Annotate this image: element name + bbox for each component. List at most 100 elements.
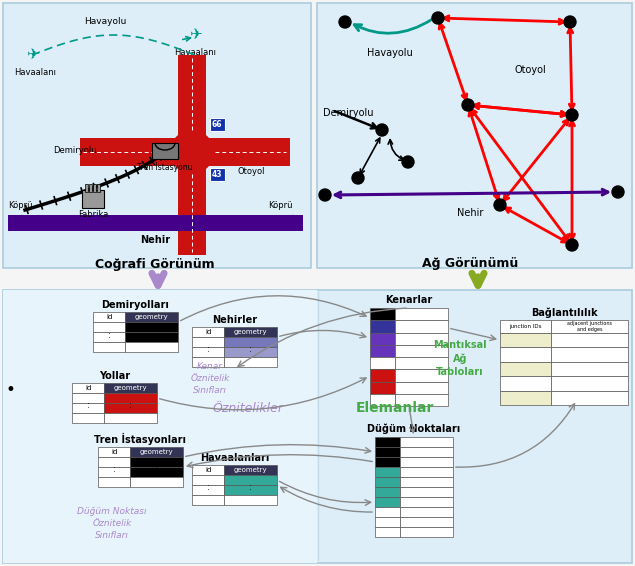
Text: Ağ Görünümü: Ağ Görünümü — [422, 257, 518, 270]
Bar — [395, 369, 448, 381]
Bar — [375, 507, 400, 517]
Bar — [224, 347, 277, 357]
Text: 66: 66 — [211, 120, 222, 129]
Bar — [192, 357, 224, 367]
Text: :: : — [130, 401, 132, 410]
Circle shape — [566, 109, 578, 121]
Bar — [551, 320, 628, 333]
Bar — [224, 495, 277, 505]
Text: id: id — [205, 329, 211, 335]
Circle shape — [564, 16, 576, 28]
Text: geometry: geometry — [234, 329, 267, 335]
Text: :: : — [150, 331, 153, 340]
Bar — [192, 495, 224, 505]
Bar — [104, 393, 157, 403]
Text: Havaalanı: Havaalanı — [14, 68, 56, 77]
Bar — [93, 322, 125, 332]
Text: Havayolu: Havayolu — [84, 18, 126, 27]
Bar — [178, 55, 206, 255]
Bar — [224, 337, 277, 347]
Text: Köprü: Köprü — [268, 201, 293, 210]
Bar — [210, 118, 225, 131]
Bar — [551, 348, 628, 362]
Text: Nehir: Nehir — [140, 235, 170, 245]
Bar — [192, 465, 224, 475]
Bar — [500, 320, 551, 333]
Bar — [317, 3, 632, 268]
Bar — [104, 403, 157, 413]
Bar — [370, 332, 395, 345]
Bar — [400, 437, 453, 447]
Bar — [82, 190, 104, 208]
Text: id: id — [205, 467, 211, 473]
Text: :: : — [207, 345, 210, 354]
Circle shape — [319, 189, 331, 201]
Text: Nehir: Nehir — [457, 208, 483, 218]
Bar — [80, 138, 290, 166]
Bar — [89, 184, 92, 192]
Bar — [192, 347, 224, 357]
Bar — [395, 381, 448, 394]
Text: Otoyol: Otoyol — [514, 65, 546, 75]
Circle shape — [339, 16, 351, 28]
Bar — [400, 447, 453, 457]
Bar — [104, 413, 157, 423]
Text: adjacent junctions
and edges: adjacent junctions and edges — [567, 321, 612, 332]
Bar — [500, 348, 551, 362]
Bar — [400, 527, 453, 537]
Bar — [375, 467, 400, 477]
Bar — [192, 337, 224, 347]
Bar — [224, 465, 277, 475]
Text: Otoyol: Otoyol — [238, 168, 265, 177]
Text: Coğrafi Görünüm: Coğrafi Görünüm — [95, 258, 215, 271]
Bar — [551, 362, 628, 376]
Text: Düğüm Noktası
Öznitelik
Sınıfları: Düğüm Noktası Öznitelik Sınıfları — [77, 507, 147, 539]
Bar — [375, 487, 400, 497]
Bar — [130, 457, 183, 467]
Text: Nehirler: Nehirler — [212, 315, 257, 325]
Bar — [375, 477, 400, 487]
Text: ✈: ✈ — [25, 48, 38, 62]
Bar — [72, 413, 104, 423]
Text: :: : — [87, 401, 90, 410]
Bar — [152, 143, 178, 159]
Bar — [97, 184, 100, 192]
Text: 43: 43 — [211, 170, 222, 179]
Text: Demiryolları: Demiryolları — [102, 300, 170, 310]
Circle shape — [402, 156, 414, 168]
Text: :: : — [156, 465, 158, 474]
Text: junction IDs: junction IDs — [509, 324, 542, 329]
Bar — [93, 332, 125, 342]
Text: Tren İstasyonları: Tren İstasyonları — [95, 433, 187, 445]
Bar — [125, 312, 178, 322]
Bar — [395, 308, 448, 320]
Bar — [400, 487, 453, 497]
Bar — [8, 215, 303, 231]
Circle shape — [462, 99, 474, 111]
Text: Fabrika: Fabrika — [78, 210, 108, 219]
Text: :: : — [207, 483, 210, 492]
Text: Öznitelikler: Öznitelikler — [213, 401, 283, 414]
Bar — [395, 345, 448, 357]
Bar — [500, 333, 551, 348]
Bar — [375, 517, 400, 527]
Bar — [500, 362, 551, 376]
Bar — [395, 320, 448, 332]
Bar — [370, 381, 395, 394]
Text: Elemanlar: Elemanlar — [356, 401, 434, 415]
Bar — [395, 394, 448, 406]
Bar — [192, 327, 224, 337]
Text: Havayolu: Havayolu — [367, 48, 413, 58]
Bar — [130, 447, 183, 457]
Bar — [224, 475, 277, 485]
Bar — [104, 383, 157, 393]
Text: id: id — [111, 449, 117, 455]
Bar — [551, 333, 628, 348]
Bar — [395, 332, 448, 345]
Circle shape — [376, 124, 388, 136]
Bar — [224, 327, 277, 337]
Text: Kenarlar: Kenarlar — [385, 295, 432, 305]
Bar — [375, 527, 400, 537]
Text: :: : — [113, 465, 116, 474]
Circle shape — [494, 199, 506, 211]
